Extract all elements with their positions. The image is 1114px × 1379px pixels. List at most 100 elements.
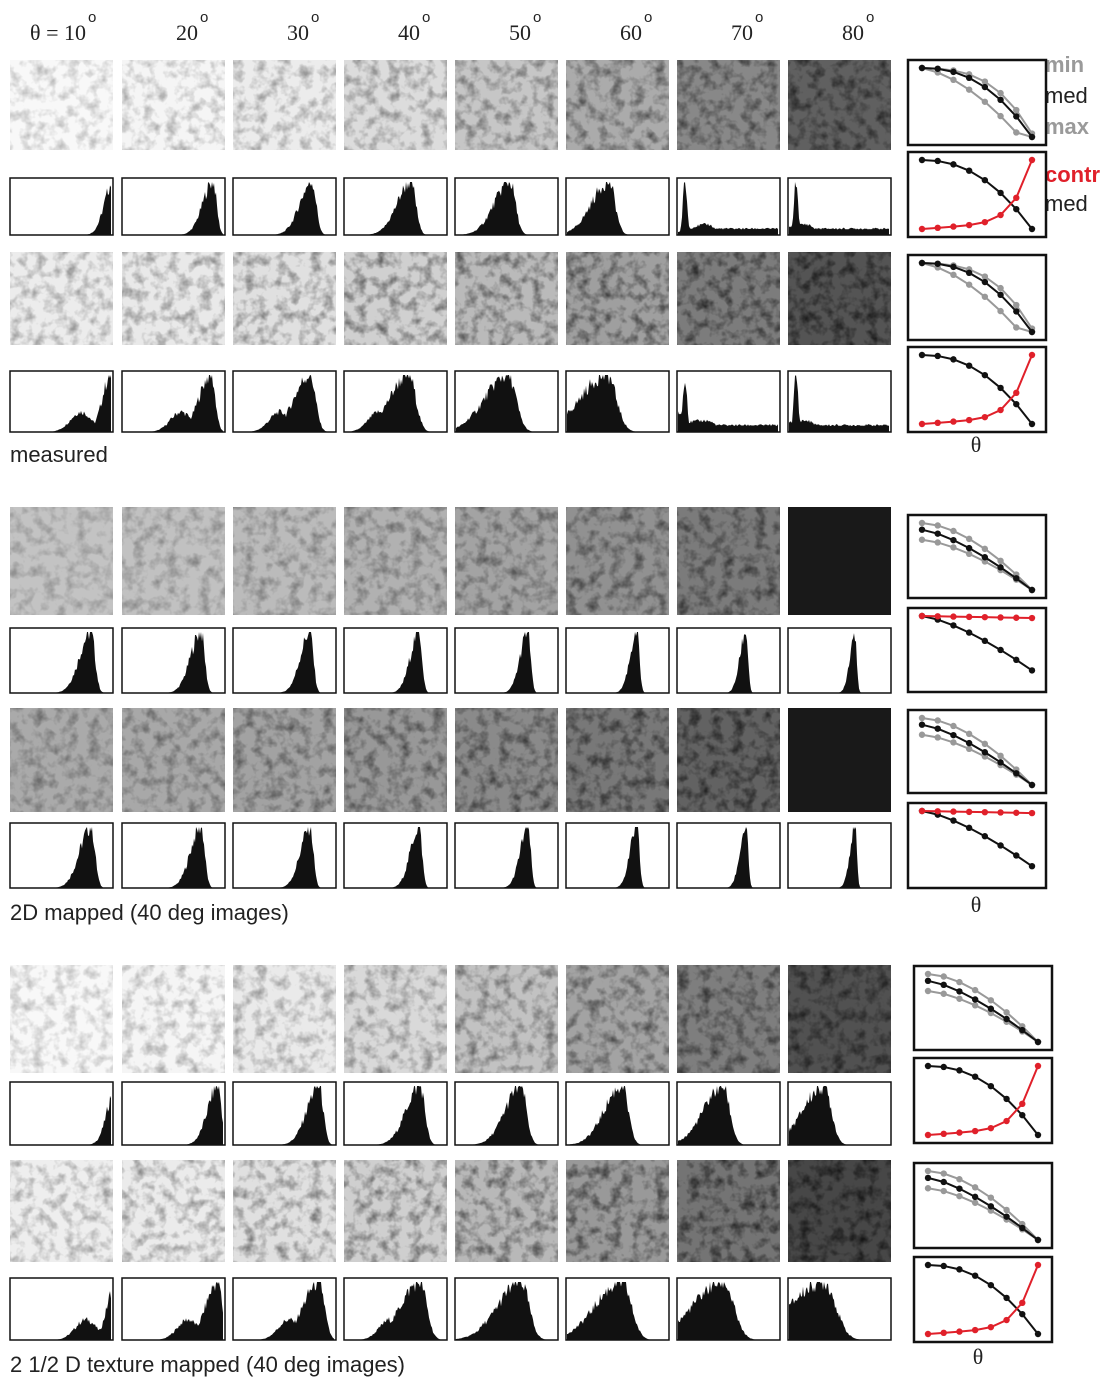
plot-point xyxy=(1003,1207,1009,1213)
plot-point xyxy=(1029,352,1035,358)
plot-point xyxy=(966,551,972,557)
axis-label: θ xyxy=(973,1344,984,1369)
texture-noise xyxy=(677,507,780,615)
texture-noise xyxy=(344,507,447,615)
plot-point xyxy=(1003,1317,1009,1323)
plot-point xyxy=(997,564,1003,570)
plot-point xyxy=(1029,329,1035,335)
plot-point xyxy=(997,308,1003,314)
caption: 2D mapped (40 deg images) xyxy=(10,900,289,925)
plot-point xyxy=(1029,782,1035,788)
plot-point xyxy=(925,1262,931,1268)
plot-point xyxy=(941,1330,947,1336)
figure: min med max contr med θ = 10o20o30o40o50… xyxy=(0,0,1114,1379)
plot-point xyxy=(941,1188,947,1194)
plot-point xyxy=(966,75,972,81)
plot-point xyxy=(1029,587,1035,593)
plot-point xyxy=(925,978,931,984)
histogram-frame xyxy=(677,628,780,693)
plot-point xyxy=(966,86,972,92)
plot-point xyxy=(941,1131,947,1137)
texture-noise xyxy=(566,60,669,150)
plot-frame xyxy=(908,608,1046,692)
texture-noise xyxy=(122,965,225,1073)
texture-noise xyxy=(677,965,780,1073)
plot-point xyxy=(919,226,925,232)
plot-point xyxy=(972,1184,978,1190)
plot-point xyxy=(1013,852,1019,858)
plot-point xyxy=(950,161,956,167)
degree-mark: o xyxy=(533,9,541,26)
texture-noise xyxy=(10,507,113,615)
plot-point xyxy=(956,996,962,1002)
plot-point xyxy=(966,270,972,276)
plot-point xyxy=(1013,206,1019,212)
texture-noise xyxy=(10,708,113,812)
degree-mark: o xyxy=(422,9,430,26)
plot-point xyxy=(997,753,1003,759)
plot-point xyxy=(956,1328,962,1334)
plot-point xyxy=(950,418,956,424)
plot-point xyxy=(950,223,956,229)
plot-point xyxy=(972,1194,978,1200)
texture-tile xyxy=(788,708,891,812)
plot-point xyxy=(982,84,988,90)
plot-point xyxy=(982,741,988,747)
degree-mark: o xyxy=(88,9,96,26)
texture-noise xyxy=(788,60,891,150)
legend-contr: contr xyxy=(1045,162,1100,187)
plot-point xyxy=(1013,107,1019,113)
histogram-frame xyxy=(677,823,780,888)
plot-frame xyxy=(908,803,1046,888)
plot-point xyxy=(1029,226,1035,232)
histogram-frame xyxy=(344,823,447,888)
plot-point xyxy=(966,545,972,551)
plot-point xyxy=(966,746,972,752)
plot-point xyxy=(925,1185,931,1191)
plot-point xyxy=(935,420,941,426)
plot-point xyxy=(1035,1039,1041,1045)
texture-noise xyxy=(455,965,558,1073)
plot-point xyxy=(1029,421,1035,427)
plot-point xyxy=(972,996,978,1002)
plot-point xyxy=(935,530,941,536)
angle-label: 70 xyxy=(731,20,753,45)
plot-point xyxy=(935,66,941,72)
texture-noise xyxy=(122,708,225,812)
plot-point xyxy=(997,90,1003,96)
plot-point xyxy=(950,528,956,534)
legend-max: max xyxy=(1045,114,1090,139)
histogram-frame xyxy=(677,178,780,235)
plot-point xyxy=(1013,129,1019,135)
axis-label: θ xyxy=(971,892,982,917)
angle-label: 80 xyxy=(842,20,864,45)
texture-noise xyxy=(566,252,669,345)
texture-noise xyxy=(10,1160,113,1262)
plot-point xyxy=(982,614,988,620)
plot-point xyxy=(941,1263,947,1269)
plot-point xyxy=(966,536,972,542)
plot-point xyxy=(1035,1132,1041,1138)
plot-point xyxy=(956,1129,962,1135)
histogram-frame xyxy=(455,823,558,888)
plot-point xyxy=(950,817,956,823)
plot-point xyxy=(935,261,941,267)
plot-point xyxy=(988,1203,994,1209)
plot-frame xyxy=(908,255,1046,340)
plot-point xyxy=(935,734,941,740)
histogram-frame xyxy=(455,628,558,693)
plot-point xyxy=(988,997,994,1003)
legend-med: med xyxy=(1045,191,1088,216)
degree-mark: o xyxy=(755,9,763,26)
plot-point xyxy=(972,1327,978,1333)
plot-point xyxy=(988,1282,994,1288)
plot-point xyxy=(919,352,925,358)
plot-point xyxy=(950,544,956,550)
plot-point xyxy=(1035,1331,1041,1337)
plot-point xyxy=(997,385,1003,391)
plot-point xyxy=(1013,324,1019,330)
plot-point xyxy=(982,546,988,552)
texture-noise xyxy=(566,708,669,812)
plot-point xyxy=(925,988,931,994)
plot-point xyxy=(941,991,947,997)
